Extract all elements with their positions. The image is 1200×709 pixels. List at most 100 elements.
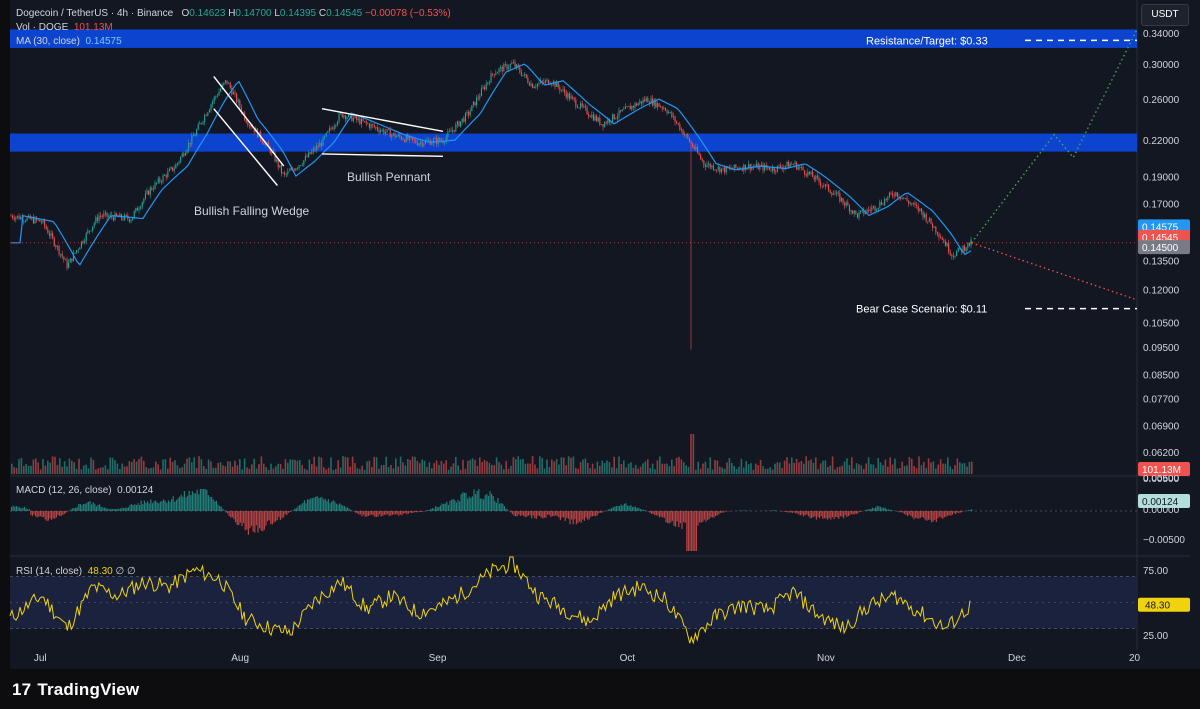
volume-bar (644, 461, 647, 474)
candle-body (200, 123, 202, 124)
volume-bar (354, 463, 356, 474)
volume-bar (56, 464, 59, 474)
macd-bar (372, 511, 374, 516)
candle-body (263, 142, 265, 145)
macd-bar (435, 506, 437, 511)
candle-body (311, 151, 313, 154)
candle-body (933, 226, 935, 228)
volume-bar (971, 461, 973, 474)
macd-bar (366, 511, 368, 517)
macd-bar (588, 511, 590, 520)
volume-bar (630, 462, 632, 474)
volume-bar (385, 456, 387, 474)
macd-bar (468, 496, 470, 511)
volume-bar (116, 463, 119, 474)
ohlc-legend: Dogecoin / TetherUS · 4h · Binance O0.14… (16, 8, 451, 19)
candle-body (484, 87, 486, 90)
volume-bar (519, 459, 522, 474)
candle-body (957, 247, 959, 252)
ma-legend[interactable]: MA (30, close) 0.14575 (16, 36, 122, 47)
candle-body (340, 112, 342, 114)
candle-body (508, 67, 510, 70)
macd-bar (572, 511, 574, 525)
volume-bar (68, 458, 71, 474)
volume-bar (263, 463, 265, 474)
candle-body (367, 123, 369, 124)
macd-bar (951, 511, 953, 515)
volume-bar (743, 467, 745, 474)
volume-bar (71, 460, 73, 474)
macd-bar (817, 511, 819, 518)
volume-legend[interactable]: Vol · DOGE 101.13M (16, 22, 113, 33)
macd-bar (630, 504, 632, 511)
candle-body (823, 185, 825, 187)
candle-body (501, 66, 503, 72)
candle-body (20, 217, 22, 220)
volume-bar (637, 468, 639, 474)
volume-bar (500, 464, 503, 474)
candle-body (60, 253, 62, 255)
macd-bar (123, 507, 125, 511)
volume-bar (416, 461, 419, 474)
macd-bar (476, 490, 478, 511)
macd-bar (383, 511, 385, 515)
macd-tick-label: 0.00000 (1143, 505, 1180, 516)
macd-bar (486, 493, 488, 511)
macd-bar (401, 511, 403, 516)
macd-bar (676, 511, 678, 522)
volume-bar (42, 458, 44, 474)
volume-bar (680, 459, 683, 474)
candle-body (450, 130, 452, 132)
candle-body (600, 124, 602, 125)
macd-bar (479, 498, 481, 511)
candle-body (767, 167, 769, 169)
candle-body (645, 97, 647, 102)
macd-tick-label: 0.00500 (1143, 474, 1180, 485)
volume-bar (894, 458, 896, 474)
volume-bar (474, 459, 476, 474)
macd-bar (705, 511, 707, 522)
candle-body (658, 103, 660, 107)
volume-bar (817, 469, 819, 474)
candle-body (751, 166, 753, 170)
candle-body (616, 116, 618, 119)
volume-bar (555, 459, 558, 474)
volume-bar (512, 457, 515, 474)
rsi-legend[interactable]: RSI (14, close) 48.30 ∅ ∅ (16, 566, 136, 577)
currency-button[interactable]: USDT (1141, 4, 1189, 26)
macd-bar (887, 509, 889, 511)
macd-bar (787, 511, 789, 513)
macd-bar (332, 500, 334, 511)
macd-bar (171, 499, 173, 511)
price-label-text: 0.14545 (1142, 233, 1179, 244)
volume-bar (390, 464, 392, 474)
volume-bar (349, 466, 351, 474)
volume-bar (162, 459, 164, 474)
macd-bar (73, 507, 75, 511)
candle-body (949, 252, 951, 255)
tradingview-logo[interactable]: 17 TradingView (12, 680, 139, 700)
macd-bar (87, 501, 89, 511)
volume-bar (258, 464, 260, 474)
macd-value-text: 0.00124 (1142, 497, 1179, 508)
volume-bar (863, 469, 865, 474)
candle-body (434, 138, 436, 140)
candle-body (53, 237, 55, 246)
resistance-zone-1 (10, 133, 1137, 152)
candle-body (56, 246, 58, 248)
candle-body (448, 130, 450, 132)
macd-bar (222, 508, 224, 511)
macd-bar (481, 498, 483, 511)
symbol-label[interactable]: Dogecoin / TetherUS · 4h · Binance (16, 8, 174, 19)
volume-bar (210, 461, 212, 474)
candle-body (788, 161, 790, 168)
chart-canvas[interactable]: 0.340000.300000.260000.220000.190000.170… (0, 0, 1200, 669)
macd-bar (585, 511, 587, 518)
macd-bar (212, 499, 214, 511)
candle-body (245, 119, 247, 123)
volume-bar (656, 460, 659, 474)
candle-body (31, 217, 33, 220)
macd-legend[interactable]: MACD (12, 26, close) 0.00124 (16, 485, 153, 496)
macd-bar (313, 497, 315, 511)
macd-bar (388, 511, 390, 517)
